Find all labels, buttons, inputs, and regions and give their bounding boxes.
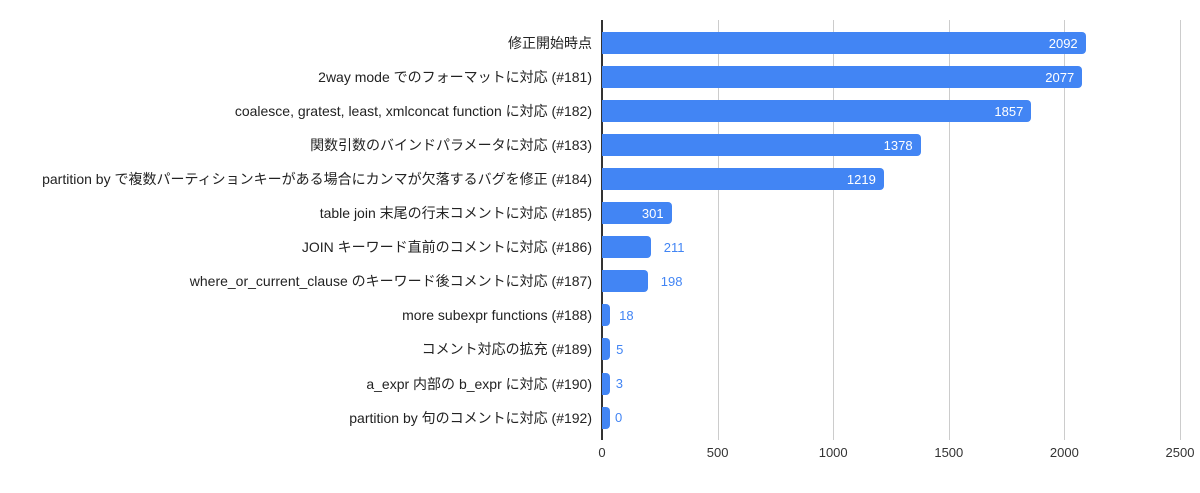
value-label: 301	[641, 205, 664, 221]
value-label: 0	[615, 410, 623, 426]
value-label: 1378	[883, 137, 913, 153]
bar[interactable]: 301	[602, 202, 672, 225]
value-label: 198	[660, 273, 683, 289]
bar[interactable]: 1857	[602, 100, 1032, 123]
bar[interactable]	[602, 270, 648, 293]
category-label: coalesce, gratest, least, xmlconcat func…	[234, 103, 592, 120]
value-label: 2077	[1045, 69, 1075, 85]
category-label: partition by 句のコメントに対応 (#192)	[349, 409, 592, 426]
value-label: 2092	[1048, 35, 1078, 51]
bar[interactable]	[602, 338, 610, 361]
bar[interactable]: 2092	[602, 32, 1086, 55]
x-axis-tick-label: 2500	[1165, 445, 1195, 460]
bar[interactable]: 2077	[602, 66, 1083, 89]
bar[interactable]	[602, 406, 610, 429]
bar[interactable]	[602, 304, 610, 327]
x-axis-tick-label: 0	[598, 445, 606, 460]
gridline	[717, 20, 719, 440]
value-label: 1857	[994, 103, 1024, 119]
category-label: where_or_current_clause のキーワード後コメントに対応 (…	[189, 273, 592, 290]
category-label: コメント対応の拡充 (#189)	[421, 341, 592, 358]
value-label: 211	[663, 239, 685, 255]
x-axis-tick-label: 500	[706, 445, 729, 460]
category-label: a_expr 内部の b_expr に対応 (#190)	[366, 375, 592, 392]
category-label: 修正開始時点	[508, 35, 592, 52]
bar[interactable]: 1219	[602, 168, 884, 191]
bar[interactable]	[602, 236, 651, 259]
category-label: JOIN キーワード直前のコメントに対応 (#186)	[301, 239, 592, 256]
gridline	[833, 20, 835, 440]
category-label: more subexpr functions (#188)	[402, 307, 592, 324]
x-axis-tick-label: 1500	[934, 445, 964, 460]
gridline	[948, 20, 950, 440]
category-label: partition by で複数パーティションキーがある場合にカンマが欠落するバ…	[42, 171, 592, 188]
bar[interactable]: 1378	[602, 134, 921, 157]
x-axis-tick-label: 2000	[1049, 445, 1079, 460]
value-label: 5	[616, 341, 624, 357]
x-axis-tick-label: 1000	[818, 445, 848, 460]
category-label: 関数引数のバインドパラメータに対応 (#183)	[310, 137, 592, 154]
bar[interactable]	[602, 372, 610, 395]
gridline	[1064, 20, 1066, 440]
y-axis-line	[601, 20, 603, 440]
value-label: 1219	[846, 171, 876, 187]
category-label: 2way mode でのフォーマットに対応 (#181)	[318, 69, 592, 86]
category-label: table join 末尾の行末コメントに対応 (#185)	[319, 205, 592, 222]
value-label: 3	[615, 376, 623, 392]
gridline	[1180, 20, 1181, 440]
value-label: 18	[619, 307, 634, 323]
